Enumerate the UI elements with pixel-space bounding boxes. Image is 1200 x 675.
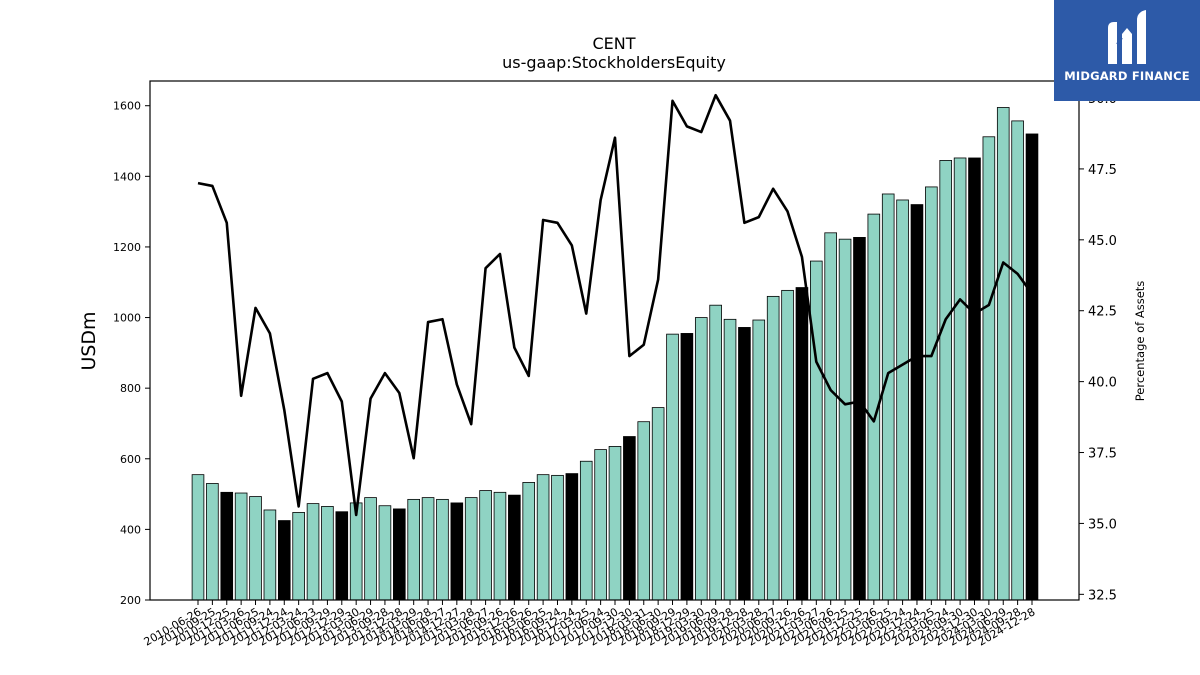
y-tick-label: 600 <box>120 453 141 466</box>
bar <box>378 505 392 601</box>
midgard-finance-logo: MIDGARD FINANCE <box>1054 0 1200 101</box>
y2-axis-label: Percentage of Assets <box>1133 281 1147 402</box>
bar <box>206 483 219 601</box>
bar <box>493 491 507 601</box>
y-tick-label: 1200 <box>113 241 141 254</box>
y2-tick-label: 45.0 <box>1088 234 1117 249</box>
y-tick-label: 400 <box>120 523 141 536</box>
bar <box>838 238 852 601</box>
bar <box>694 317 708 601</box>
bar <box>752 319 766 601</box>
bar <box>781 289 794 601</box>
bar <box>551 474 564 601</box>
chart-title: CENT <box>592 34 635 53</box>
bar <box>982 136 996 601</box>
bar <box>881 193 895 601</box>
y2-tick-label: 42.5 <box>1088 305 1117 320</box>
bar <box>738 327 751 601</box>
bar <box>579 460 593 601</box>
bar <box>680 333 694 601</box>
bar <box>536 474 550 601</box>
bar <box>910 204 924 601</box>
bar <box>594 449 607 601</box>
logo-text: MIDGARD FINANCE <box>1064 69 1190 83</box>
bar <box>450 502 464 601</box>
bar <box>939 160 953 601</box>
midgard-m-icon <box>1108 10 1146 64</box>
bar <box>479 490 492 601</box>
bar <box>292 512 305 601</box>
bar <box>306 503 320 601</box>
bar <box>795 287 809 601</box>
x-axis: 2010-06-262010-09-252010-12-252011-03-26… <box>142 600 1038 649</box>
bar <box>277 520 291 601</box>
y-tick-label: 200 <box>120 594 141 607</box>
bar-series <box>191 107 1039 601</box>
y2-tick-label: 37.5 <box>1088 447 1117 462</box>
bar <box>464 497 478 601</box>
bar <box>623 436 636 601</box>
bar <box>723 318 737 601</box>
bar <box>364 497 377 601</box>
bar <box>1025 133 1039 601</box>
y2-tick-label: 35.0 <box>1088 517 1117 532</box>
percentage-of-assets-line <box>197 93 1034 517</box>
bar <box>508 494 521 601</box>
bar <box>810 260 823 601</box>
bar <box>637 421 651 601</box>
y-axis-label: USDm <box>78 311 100 370</box>
bar <box>565 473 579 601</box>
bar <box>824 232 837 601</box>
y-axis-right: 32.535.037.540.042.545.047.550.0 <box>1079 92 1117 603</box>
bar <box>421 497 435 601</box>
bar <box>249 496 262 601</box>
bar <box>335 511 349 601</box>
bar <box>393 508 406 601</box>
bar <box>263 509 277 601</box>
bar <box>953 157 967 601</box>
bar <box>234 492 248 601</box>
bar <box>766 295 780 601</box>
bar <box>436 498 449 601</box>
y-tick-label: 1600 <box>113 100 141 113</box>
bar <box>1011 120 1024 601</box>
y-axis-left: 200 400 600 800 1000 1200 1400 1600 <box>113 100 150 607</box>
bar <box>321 506 334 601</box>
bar <box>651 407 665 601</box>
bar <box>996 107 1010 601</box>
bar <box>709 304 722 601</box>
y-tick-label: 1400 <box>113 170 141 183</box>
y-tick-label: 800 <box>120 382 141 395</box>
bar <box>522 482 536 601</box>
chart-subtitle: us-gaap:StockholdersEquity <box>502 53 726 72</box>
y2-tick-label: 47.5 <box>1088 163 1117 178</box>
line-series <box>197 93 1034 517</box>
bar <box>853 237 866 601</box>
y-tick-label: 1000 <box>113 312 141 325</box>
bar <box>968 157 981 601</box>
bar <box>925 186 938 601</box>
bar <box>407 498 420 601</box>
bar <box>349 502 363 601</box>
y2-tick-label: 40.0 <box>1088 376 1117 391</box>
bar <box>666 333 679 601</box>
bar <box>220 491 234 601</box>
bar <box>608 446 622 601</box>
y2-tick-label: 32.5 <box>1088 588 1117 603</box>
bar <box>896 199 909 601</box>
bar <box>191 474 205 601</box>
